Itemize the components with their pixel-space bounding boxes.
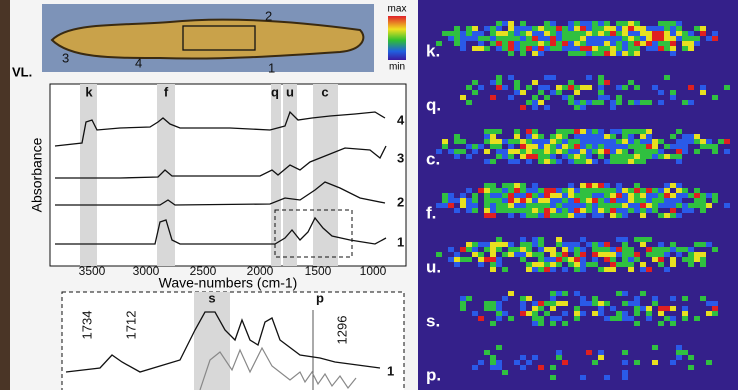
x-axis-label: Wave-numbers (cm-1) <box>159 275 298 291</box>
map-pixels <box>478 75 706 110</box>
region-box <box>182 25 256 51</box>
photo-label: 1 <box>268 60 275 75</box>
x-tick-label: 3000 <box>133 264 160 278</box>
band-label: p <box>316 290 324 305</box>
y-axis-label: Absorbance <box>29 137 45 212</box>
photo-label: 3 <box>62 50 69 65</box>
map-label: s. <box>426 311 440 330</box>
map-label: u. <box>426 257 441 276</box>
map-pixels <box>454 237 706 272</box>
map-pixels <box>460 80 706 105</box>
photo-label: 2 <box>265 8 272 23</box>
x-tick-label: 2000 <box>247 264 274 278</box>
trace-label: 1 <box>387 363 394 378</box>
trace-label: 3 <box>397 150 404 165</box>
x-tick-label: 3500 <box>79 264 106 278</box>
photo-edge <box>0 0 10 390</box>
spectrum-faint <box>199 346 357 390</box>
map-pixels <box>520 129 730 159</box>
band-shade <box>271 84 281 266</box>
band-shade <box>313 84 338 266</box>
photo-label: 4 <box>135 55 142 70</box>
map-label: k. <box>426 41 440 60</box>
map-pixels <box>436 237 718 272</box>
map-label: p. <box>426 365 441 384</box>
map-pixels <box>448 237 712 272</box>
plot-frame <box>49 83 407 267</box>
spectrum <box>55 181 386 206</box>
band-label: k <box>85 84 93 99</box>
spectra-plot: k f q u c 4 3 2 1 3500 3000 2500 2000 15… <box>29 83 407 291</box>
band-shade <box>157 84 175 266</box>
map-pixels <box>466 75 730 110</box>
map-pixels <box>460 291 718 326</box>
colorbar-min: min <box>389 62 405 73</box>
spectrum <box>55 216 387 245</box>
map-pixels <box>448 183 700 218</box>
spectrum <box>54 110 386 147</box>
x-tick-label: 2500 <box>190 264 217 278</box>
x-tick-label: 1500 <box>305 264 332 278</box>
band-shade <box>194 292 230 390</box>
map-pixels <box>508 291 712 316</box>
x-tick-label: 1000 <box>360 264 387 278</box>
trace-label: 4 <box>397 112 405 127</box>
map-pixels <box>460 242 664 272</box>
band-label: q <box>271 84 279 99</box>
peak-label: 1296 <box>334 316 349 345</box>
colorbar <box>388 16 406 60</box>
zoom-box <box>274 209 353 258</box>
band-label: s <box>208 290 215 305</box>
trace-label: 1 <box>397 234 404 249</box>
map-pixels <box>442 129 724 164</box>
trace-label: 2 <box>397 194 404 209</box>
map-pixels <box>472 345 682 380</box>
sample-photo: 2 3 4 1 VL. <box>12 4 374 79</box>
band-label: c <box>321 84 328 99</box>
spectrum <box>55 145 387 179</box>
maps: k. q. c. f. u. s. p. <box>426 21 730 384</box>
peak-label: 1712 <box>123 311 138 340</box>
band-shade <box>80 84 97 266</box>
map-label: c. <box>426 149 440 168</box>
sample <box>50 18 365 60</box>
map-label: f. <box>426 203 436 222</box>
peak-label: 1734 <box>79 311 94 340</box>
map-pixels <box>460 291 718 326</box>
map-pixels <box>448 21 718 56</box>
band-shade <box>283 84 297 266</box>
map-pixels <box>496 26 718 56</box>
map-pixels <box>538 350 592 370</box>
spectrum <box>65 311 381 373</box>
map-pixels <box>484 345 712 380</box>
map-pixels <box>460 183 712 218</box>
band-label: f <box>164 84 169 99</box>
colorbar-max: max <box>388 4 407 15</box>
side-label: VL. <box>12 64 32 79</box>
map-label: q. <box>426 95 441 114</box>
inset-plot: s p 1734 1712 1296 1 <box>61 290 405 390</box>
map-pixels <box>598 355 658 365</box>
map-pixels <box>478 301 718 321</box>
map-pixels <box>442 129 706 164</box>
map-pixels <box>436 129 730 164</box>
map-pixels <box>436 183 730 218</box>
inset-frame <box>61 291 405 390</box>
map-pixels <box>436 21 700 56</box>
band-label: u <box>286 84 294 99</box>
